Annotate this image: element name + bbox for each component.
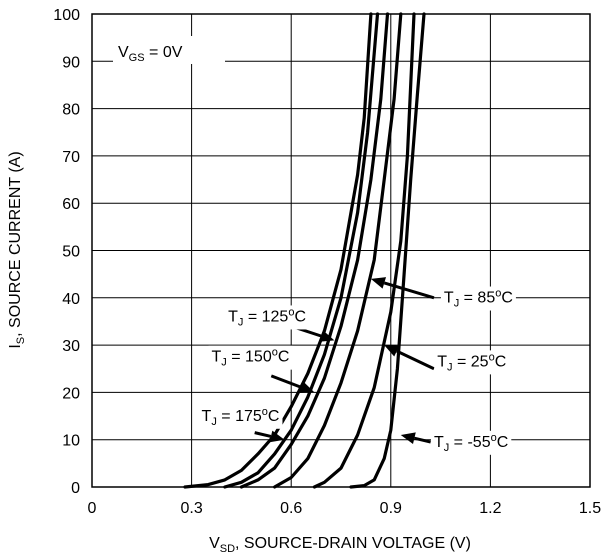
annotation-arrowhead (384, 345, 400, 357)
series-line-0 (183, 12, 373, 489)
label-background (225, 305, 310, 330)
svg-text:VGS = 0V: VGS = 0V (118, 44, 183, 64)
annotation-arrowhead (299, 381, 315, 393)
series-annotation: TJ = 125oC (225, 305, 335, 342)
annotation-arrow (396, 349, 435, 371)
annotation-arrow (414, 436, 431, 444)
x-axis-title: VSD, SOURCE-DRAIN VOLTAGE (V) (209, 535, 471, 555)
x-tick-label: 0 (88, 500, 97, 517)
y-tick-label: 100 (53, 7, 80, 24)
grid (91, 13, 591, 488)
y-axis-title: IS, SOURCE CURRENT (A) (7, 151, 27, 348)
label-background (434, 350, 510, 375)
series-line-3 (273, 12, 403, 489)
y-axis-title-main: I (7, 344, 24, 348)
series-label: TJ = 175oC (202, 406, 280, 428)
y-tick-label: 80 (62, 102, 80, 119)
x-tick-label: 1.5 (579, 500, 601, 517)
series-annotation: TJ = 85oC (370, 277, 516, 311)
annotation-arrow (270, 374, 302, 389)
x-tick-label: 0.6 (280, 500, 302, 517)
series-line-1 (223, 12, 380, 489)
series-line-4 (312, 12, 416, 489)
annotation-arrowhead (269, 430, 285, 443)
x-tick-label: 0.9 (380, 500, 402, 517)
annotation-arrowhead (319, 330, 335, 342)
y-tick-label: 20 (62, 385, 80, 402)
series-line-2 (239, 12, 390, 489)
label-background (208, 345, 293, 370)
x-tick-label: 1.2 (479, 500, 501, 517)
annotation-arrowhead (370, 277, 387, 289)
x-tick-labels: 0 0.3 0.6 0.9 1.2 1.5 (88, 500, 602, 517)
y-tick-label: 60 (62, 196, 80, 213)
label-background (198, 404, 283, 429)
y-tick-label: 90 (62, 54, 80, 71)
y-tick-label: 0 (71, 480, 80, 497)
annotation-arrowhead (400, 432, 416, 445)
series-annotation: TJ = -55oC (400, 430, 512, 455)
y-tick-label: 70 (62, 149, 80, 166)
condition-main: V (118, 44, 129, 61)
plot-frame (91, 13, 591, 488)
series-label: TJ = 150oC (212, 347, 290, 369)
series-annotation: TJ = 150oC (208, 345, 315, 393)
series-label: TJ = 85oC (444, 288, 513, 310)
annotation-arrow (383, 281, 435, 300)
x-axis-title-sub: SD (220, 543, 235, 555)
y-axis-title-sub: S (15, 337, 27, 344)
label-background (430, 430, 512, 455)
y-axis-title-rest: , SOURCE CURRENT (A) (7, 151, 24, 337)
condition-sub: GS (129, 52, 145, 64)
series-annotation: TJ = 25oC (384, 345, 510, 375)
series-annotation: TJ = 175oC (198, 404, 285, 443)
annotations: TJ = 175oC TJ = 150oC TJ = 125oC TJ = 85oC T… (198, 277, 516, 455)
y-tick-label: 30 (62, 338, 80, 355)
condition-rest: = 0V (145, 44, 183, 61)
label-background (440, 286, 516, 311)
annotation-arrow (254, 431, 272, 438)
condition-label: VGS = 0V (113, 36, 225, 64)
series-label: TJ = -55oC (434, 432, 508, 454)
x-tick-label: 0.3 (180, 500, 202, 517)
series-line-5 (349, 12, 426, 489)
curves (183, 12, 426, 489)
x-axis-title-main: V (209, 535, 220, 552)
y-tick-labels: 0 10 20 30 40 50 60 70 80 90 100 (53, 7, 80, 497)
series-label: TJ = 25oC (437, 351, 506, 373)
y-tick-label: 40 (62, 291, 80, 308)
series-label: TJ = 125oC (228, 306, 306, 328)
y-tick-label: 10 (62, 433, 80, 450)
x-axis-title-rest: , SOURCE-DRAIN VOLTAGE (V) (235, 535, 471, 552)
y-tick-label: 50 (62, 244, 80, 261)
